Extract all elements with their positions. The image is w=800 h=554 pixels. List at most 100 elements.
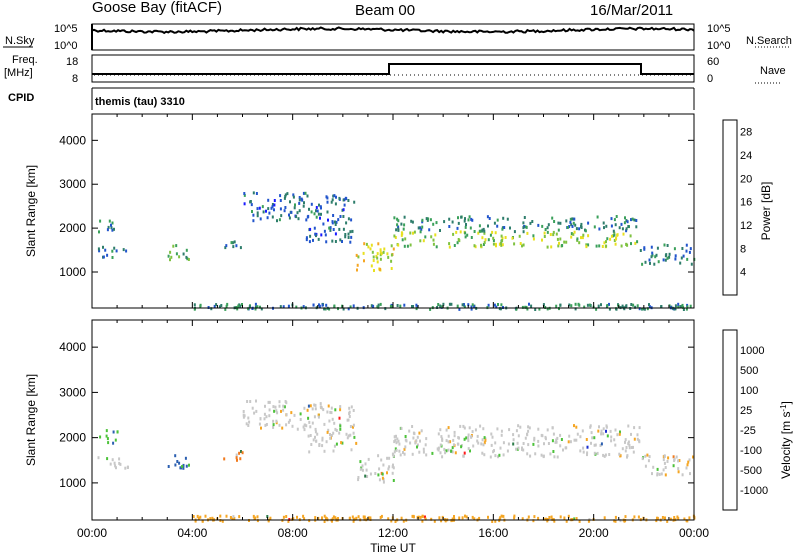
range-cell xyxy=(251,406,254,410)
range-cell xyxy=(220,304,223,307)
range-cell xyxy=(467,436,470,440)
range-cell xyxy=(662,468,665,472)
range-cell xyxy=(613,218,616,222)
range-cell xyxy=(655,519,658,523)
range-cell xyxy=(568,303,571,307)
range-cell xyxy=(335,195,337,199)
range-cell xyxy=(679,305,682,309)
range-cell xyxy=(498,519,501,523)
range-cell xyxy=(534,308,537,311)
range-cell xyxy=(500,433,503,437)
range-cell xyxy=(401,238,404,242)
range-cell xyxy=(357,255,360,259)
range-cell xyxy=(230,241,233,245)
range-cell xyxy=(582,233,585,237)
nsearch-tick-bottom: 10^0 xyxy=(707,40,731,52)
range-cell xyxy=(483,241,486,244)
range-cell xyxy=(682,305,685,309)
range-cell xyxy=(402,519,405,523)
range-cell xyxy=(546,226,549,230)
range-cell xyxy=(641,457,644,461)
range-cell xyxy=(493,449,495,453)
range-cell xyxy=(411,514,414,518)
range-cell xyxy=(528,426,531,430)
range-cell xyxy=(99,219,102,223)
range-cell xyxy=(556,436,559,440)
range-cell xyxy=(685,466,688,470)
range-cell xyxy=(677,305,680,309)
range-cell xyxy=(543,235,546,238)
range-cell xyxy=(532,519,535,523)
range-cell xyxy=(559,444,562,448)
range-cell xyxy=(281,426,284,430)
range-cell xyxy=(613,239,616,242)
range-cell xyxy=(513,230,516,234)
range-cell xyxy=(624,216,626,220)
range-cell xyxy=(588,303,591,307)
range-cell xyxy=(167,465,170,468)
range-cell xyxy=(551,439,554,443)
range-cell xyxy=(315,209,317,213)
range-cell xyxy=(464,231,467,235)
range-cell xyxy=(184,456,187,460)
range-cell xyxy=(118,457,121,461)
range-cell xyxy=(288,213,290,217)
range-cell xyxy=(327,428,330,432)
range-cell xyxy=(549,233,552,236)
range-cell xyxy=(237,304,240,308)
range-cell xyxy=(507,442,510,446)
range-cell xyxy=(668,252,671,256)
range-cell xyxy=(328,419,331,423)
range-cell xyxy=(105,429,108,433)
range-cell xyxy=(625,229,628,233)
nsky-label: N.Sky xyxy=(5,35,35,47)
range-cell xyxy=(580,222,583,226)
range-cell xyxy=(313,226,316,230)
range-cell xyxy=(496,427,499,431)
range-cell xyxy=(522,230,525,234)
range-cell xyxy=(292,193,295,197)
range-cell xyxy=(573,438,576,442)
range-cell xyxy=(272,419,275,423)
range-cell xyxy=(614,242,617,246)
colorbar-tick-label: 500 xyxy=(740,365,758,377)
range-cell xyxy=(546,428,549,432)
range-cell xyxy=(259,305,261,309)
range-cell xyxy=(494,454,497,458)
range-cell xyxy=(425,217,428,221)
range-cell xyxy=(490,443,493,447)
range-cell xyxy=(392,466,395,470)
range-cell xyxy=(399,304,402,308)
range-cell xyxy=(513,242,516,246)
range-cell xyxy=(314,407,317,411)
range-cell xyxy=(441,455,444,459)
range-cell xyxy=(187,258,190,261)
range-cell xyxy=(225,304,228,308)
range-cell xyxy=(567,440,570,444)
range-cell xyxy=(443,447,446,451)
freq-unit-label: [MHz] xyxy=(4,67,33,79)
range-cell xyxy=(272,425,275,429)
range-cell xyxy=(243,414,246,418)
range-cell xyxy=(271,203,274,206)
range-cell xyxy=(263,417,266,421)
range-cell xyxy=(252,514,255,518)
range-cell xyxy=(521,244,523,248)
range-cell xyxy=(596,451,599,455)
range-cell xyxy=(522,221,525,225)
range-cell xyxy=(122,248,125,252)
range-cell xyxy=(315,215,318,219)
range-cell xyxy=(261,205,264,209)
range-cell xyxy=(397,439,400,443)
range-cell xyxy=(606,304,609,307)
range-cell xyxy=(386,471,388,475)
range-cell xyxy=(613,438,616,442)
range-cell xyxy=(119,462,122,466)
range-cell xyxy=(527,515,530,519)
range-cell xyxy=(587,221,590,225)
range-cell xyxy=(627,440,630,444)
range-cell xyxy=(328,307,331,311)
range-cell xyxy=(303,428,306,432)
range-cell xyxy=(280,409,282,413)
range-cell xyxy=(654,255,657,259)
